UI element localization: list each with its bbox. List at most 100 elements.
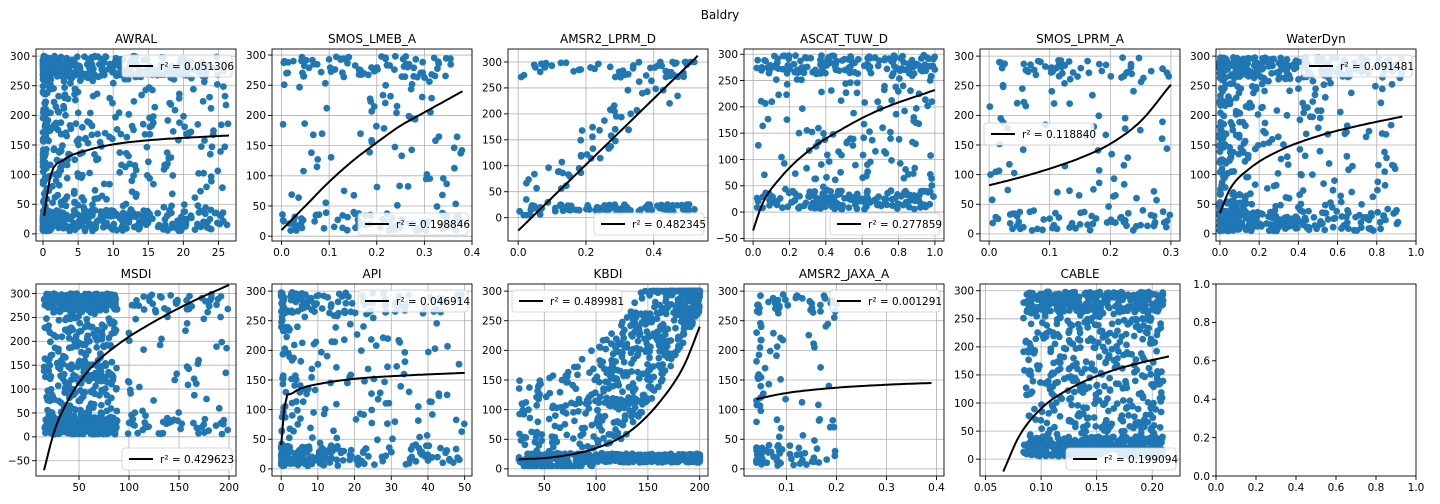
- scatter-point: [772, 63, 779, 71]
- scatter-point: [1066, 75, 1074, 83]
- scatter-point: [758, 64, 766, 71]
- scatter-point: [424, 451, 432, 458]
- scatter-point: [887, 135, 894, 143]
- scatter-point: [1004, 186, 1012, 194]
- scatter-point: [80, 197, 88, 204]
- scatter-point: [119, 202, 127, 210]
- scatter-point: [1089, 220, 1097, 228]
- y-tick-label: 200: [482, 109, 502, 121]
- scatter-point: [134, 429, 142, 437]
- scatter-point: [1280, 141, 1287, 148]
- scatter-point: [77, 406, 84, 414]
- scatter-point: [303, 390, 310, 398]
- subplot-title: AWRAL: [115, 32, 157, 46]
- scatter-point: [318, 130, 326, 138]
- scatter-point: [337, 449, 345, 457]
- scatter-point: [911, 197, 919, 205]
- scatter-point: [360, 323, 367, 330]
- scatter-point: [294, 291, 302, 298]
- scatter-point: [40, 136, 47, 144]
- scatter-point: [433, 203, 441, 210]
- scatter-point: [71, 156, 79, 164]
- scatter-point: [381, 99, 389, 107]
- scatter-point: [1374, 178, 1382, 186]
- scatter-point: [419, 58, 427, 66]
- scatter-point: [1295, 76, 1302, 83]
- scatter-point: [40, 129, 48, 137]
- scatter-point: [634, 337, 642, 345]
- scatter-point: [308, 149, 315, 157]
- scatter-point: [401, 73, 409, 81]
- scatter-point: [607, 340, 615, 348]
- scatter-point: [1381, 181, 1389, 189]
- scatter-point: [278, 313, 286, 321]
- scatter-points: [277, 289, 468, 470]
- scatter-point: [901, 107, 908, 115]
- scatter-point: [59, 142, 66, 150]
- scatter-point: [47, 385, 55, 393]
- scatter-point: [922, 203, 929, 211]
- scatter-point: [434, 65, 441, 72]
- scatter-point: [827, 188, 835, 195]
- scatter-point: [333, 312, 341, 320]
- scatter-point: [864, 187, 871, 195]
- scatter-point: [344, 59, 351, 67]
- scatter-point: [596, 393, 604, 401]
- scatter-point: [110, 325, 118, 333]
- scatter-point: [798, 76, 805, 84]
- scatter-point: [928, 182, 936, 189]
- scatter-point: [1223, 56, 1230, 64]
- scatter-point: [169, 127, 177, 135]
- scatter-point: [1159, 65, 1166, 73]
- scatter-point: [188, 214, 195, 222]
- scatter-point: [86, 68, 94, 75]
- scatter-point: [374, 395, 382, 403]
- y-tick-label: 0: [967, 229, 974, 241]
- scatter-point: [310, 60, 318, 68]
- scatter-point: [1119, 54, 1126, 61]
- scatter-point: [1124, 68, 1131, 76]
- scatter-point: [100, 218, 108, 226]
- scatter-point: [1316, 114, 1324, 122]
- scatter-point: [1150, 188, 1158, 195]
- x-tick-label: 1.0: [1408, 247, 1425, 259]
- scatter-point: [408, 453, 416, 461]
- scatter-point: [1226, 143, 1233, 151]
- scatter-point: [989, 219, 997, 227]
- scatter-point: [906, 65, 913, 73]
- scatter-point: [178, 420, 186, 428]
- scatter-point: [927, 72, 935, 80]
- scatter-point: [443, 447, 451, 454]
- scatter-point: [807, 54, 815, 62]
- scatter-point: [286, 325, 293, 333]
- scatter-point: [1241, 224, 1249, 232]
- scatter-point: [195, 429, 202, 437]
- scatter-point: [85, 422, 93, 430]
- scatter-point: [666, 100, 673, 107]
- scatter-point: [875, 193, 882, 201]
- scatter-point: [422, 442, 430, 450]
- scatter-point: [1367, 225, 1375, 233]
- scatter-point: [116, 149, 124, 157]
- scatter-point: [290, 427, 297, 435]
- scatter-point: [1120, 180, 1128, 188]
- scatter-point: [122, 163, 129, 171]
- scatter-point: [1229, 148, 1237, 156]
- scatter-point: [551, 207, 559, 215]
- scatter-point: [556, 388, 564, 396]
- scatter-point: [1252, 60, 1259, 68]
- scatter-point: [907, 87, 914, 95]
- scatter-point: [219, 209, 227, 217]
- scatter-point: [55, 348, 62, 355]
- scatter-point: [803, 63, 811, 71]
- scatter-point: [66, 223, 74, 231]
- scatter-point: [852, 161, 859, 169]
- scatter-point: [288, 399, 296, 407]
- y-tick-label: 0: [1203, 229, 1210, 241]
- scatter-point: [175, 409, 183, 416]
- scatter-point: [1362, 133, 1370, 141]
- scatter-point: [339, 224, 346, 232]
- scatter-point: [100, 304, 108, 312]
- scatter-point: [435, 390, 443, 397]
- scatter-point: [845, 204, 853, 212]
